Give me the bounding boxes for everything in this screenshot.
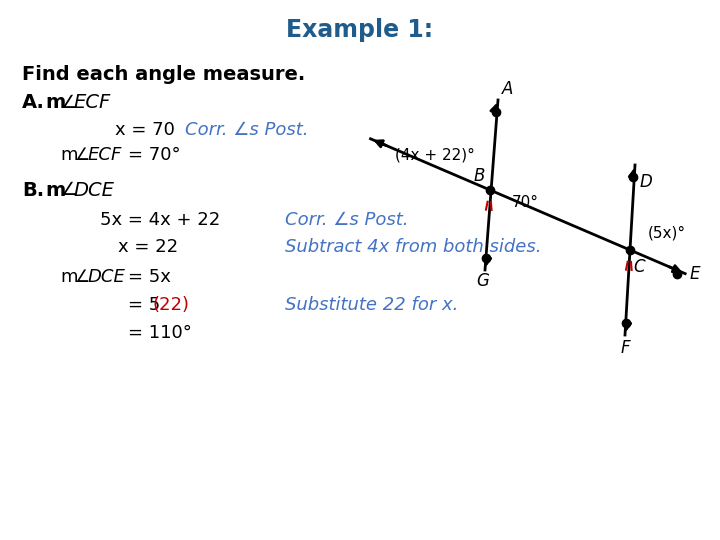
Text: Example 1:: Example 1: (287, 18, 433, 42)
Text: ∠: ∠ (60, 94, 76, 112)
Text: DCE: DCE (88, 268, 126, 286)
Text: F: F (620, 339, 630, 357)
Text: = 70°: = 70° (128, 146, 181, 164)
Text: ∠: ∠ (75, 268, 90, 286)
Text: 5x = 4x + 22: 5x = 4x + 22 (100, 211, 220, 229)
Text: Substitute 22 for x.: Substitute 22 for x. (285, 296, 459, 314)
Text: D: D (640, 173, 653, 191)
Text: G: G (477, 272, 490, 290)
Text: B: B (474, 167, 485, 185)
Text: x = 70: x = 70 (115, 121, 175, 139)
Text: C: C (633, 258, 644, 276)
Text: Subtract 4x from both sides.: Subtract 4x from both sides. (285, 238, 541, 256)
Text: 70°: 70° (512, 195, 539, 210)
Text: A: A (502, 80, 513, 98)
Text: m: m (45, 180, 66, 199)
Text: (5x)°: (5x)° (648, 225, 686, 240)
Text: m: m (60, 268, 78, 286)
Text: = 5: = 5 (128, 296, 161, 314)
Text: B.: B. (22, 180, 44, 199)
Text: x = 22: x = 22 (118, 238, 178, 256)
Text: = 5x: = 5x (128, 268, 171, 286)
Text: Corr. ∠s Post.: Corr. ∠s Post. (185, 121, 308, 139)
Text: m: m (60, 146, 78, 164)
Text: Corr. ∠s Post.: Corr. ∠s Post. (285, 211, 408, 229)
Text: m: m (45, 93, 66, 112)
Text: E: E (689, 265, 700, 282)
Text: ∠: ∠ (75, 146, 90, 164)
Text: ECF: ECF (73, 93, 110, 112)
Text: A.: A. (22, 93, 45, 112)
Text: = 110°: = 110° (128, 324, 192, 342)
Text: (22): (22) (153, 296, 190, 314)
Text: ECF: ECF (88, 146, 122, 164)
Text: Find each angle measure.: Find each angle measure. (22, 65, 305, 84)
Text: DCE: DCE (73, 180, 114, 199)
Text: ∠: ∠ (60, 181, 76, 199)
Text: (4x + 22)°: (4x + 22)° (395, 147, 475, 162)
